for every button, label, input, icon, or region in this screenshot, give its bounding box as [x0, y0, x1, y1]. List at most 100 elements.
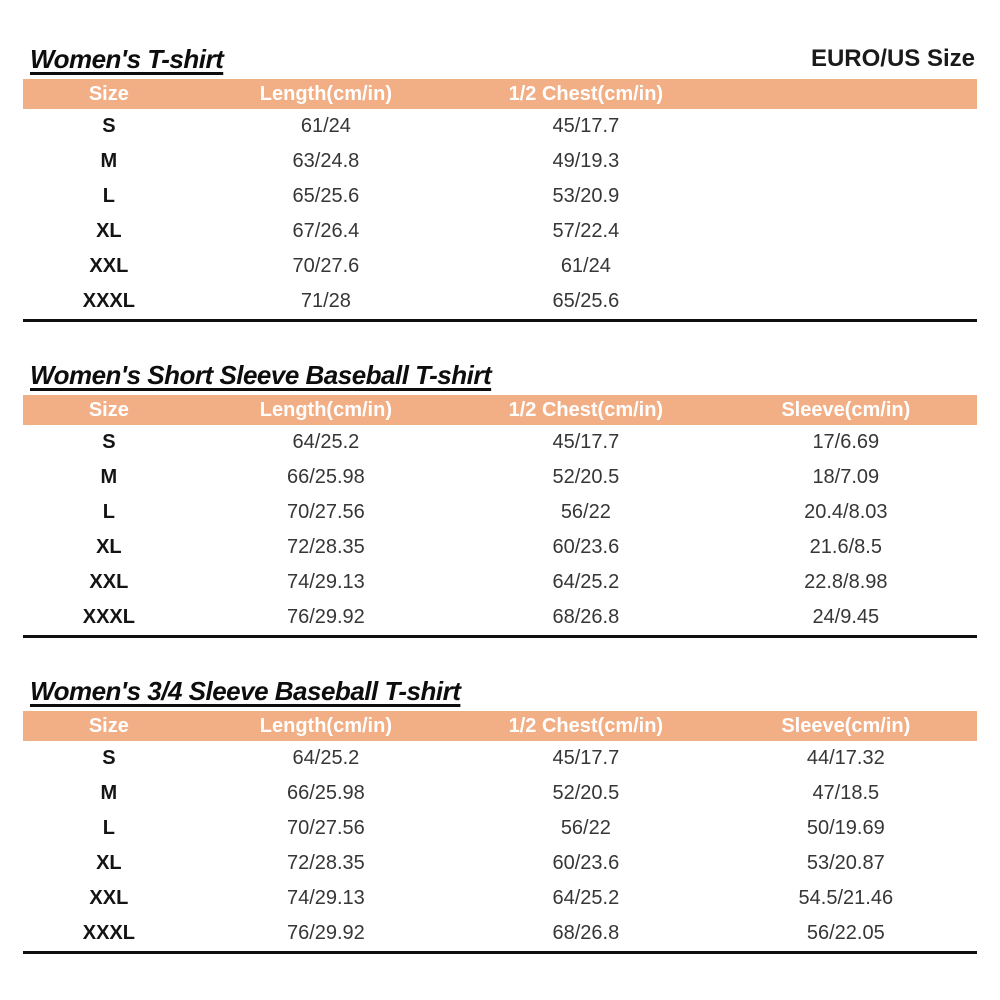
measurement-cell: 17/6.69 [812, 431, 880, 453]
title-row: Women's Short Sleeve Baseball T-shirt [30, 360, 977, 390]
measurement-cell: 65/25.6 [552, 290, 620, 312]
measurement-cell: 45/17.7 [552, 431, 620, 453]
measurement-cell: 72/28.35 [286, 536, 365, 558]
measurement-cell: 45/17.7 [552, 747, 620, 769]
measurement-cell: 64/25.2 [292, 747, 360, 769]
size-cell: L [102, 185, 115, 207]
measurement-cell: 60/23.6 [552, 852, 620, 874]
measurement-cell: 47/18.5 [812, 782, 880, 804]
table-row: XXXL 76/29.92 68/26.8 24/9.45 [23, 600, 977, 635]
measurement-cell: 52/20.5 [552, 782, 620, 804]
measurement-cell: 66/25.98 [286, 466, 365, 488]
size-table: Size Length(cm/in) 1/2 Chest(cm/in) Sleeve(… [23, 395, 977, 638]
measurement-cell: 52/20.5 [552, 466, 620, 488]
measurement-cell [715, 109, 977, 144]
size-standard-label: EURO/US Size [810, 45, 975, 72]
size-cell: S [102, 747, 116, 769]
table-title: Women's T-shirt [30, 44, 224, 74]
measurement-cell: 72/28.35 [286, 852, 365, 874]
measurement-cell: 66/25.98 [286, 782, 365, 804]
measurement-cell: 56/22 [560, 501, 611, 523]
measurement-cell: 45/17.7 [552, 115, 620, 137]
column-header: Length(cm/in) [259, 398, 392, 421]
size-cell: M [100, 782, 118, 804]
table-row: L 70/27.56 56/22 50/19.69 [23, 811, 977, 846]
section-womens-short-sleeve-baseball-tshirt: Women's Short Sleeve Baseball T-shirt Si… [23, 360, 977, 638]
size-cell: S [102, 115, 116, 137]
column-header: 1/2 Chest(cm/in) [508, 398, 664, 421]
measurement-cell [715, 179, 977, 214]
section-womens-three-quarter-sleeve-baseball-tshirt: Women's 3/4 Sleeve Baseball T-shirt Size… [23, 676, 977, 954]
measurement-cell: 74/29.13 [286, 571, 365, 593]
column-header: Size [88, 714, 129, 737]
size-cell: L [102, 817, 115, 839]
table-row: XXL 70/27.6 61/24 [23, 249, 977, 284]
column-header [715, 79, 977, 109]
size-cell: XXL [89, 255, 129, 277]
measurement-cell: 60/23.6 [552, 536, 620, 558]
column-header: Sleeve(cm/in) [781, 398, 911, 421]
table-header-row: Size Length(cm/in) 1/2 Chest(cm/in) Sleeve(… [23, 395, 977, 425]
measurement-cell: 56/22.05 [806, 922, 885, 944]
table-row: S 61/24 45/17.7 [23, 109, 977, 144]
column-header: Size [88, 82, 129, 105]
table-row: XL 72/28.35 60/23.6 53/20.87 [23, 846, 977, 881]
size-cell: XXXL [82, 290, 135, 312]
measurement-cell: 74/29.13 [286, 887, 365, 909]
measurement-cell: 49/19.3 [552, 150, 620, 172]
column-header: 1/2 Chest(cm/in) [508, 82, 664, 105]
measurement-cell: 57/22.4 [552, 220, 620, 242]
table-title: Women's 3/4 Sleeve Baseball T-shirt [30, 676, 461, 706]
measurement-cell [715, 144, 977, 179]
measurement-cell: 70/27.56 [286, 817, 365, 839]
size-cell: M [100, 466, 118, 488]
measurement-cell: 50/19.69 [806, 817, 885, 839]
measurement-cell: 70/27.56 [286, 501, 365, 523]
column-header: 1/2 Chest(cm/in) [508, 714, 664, 737]
table-row: S 64/25.2 45/17.7 17/6.69 [23, 425, 977, 460]
size-cell: M [100, 150, 118, 172]
title-row: Women's 3/4 Sleeve Baseball T-shirt [30, 676, 977, 706]
table-row: M 66/25.98 52/20.5 18/7.09 [23, 460, 977, 495]
table-header-row: Size Length(cm/in) 1/2 Chest(cm/in) Sleeve(… [23, 711, 977, 741]
size-cell: XXXL [82, 922, 135, 944]
table-title: Women's Short Sleeve Baseball T-shirt [30, 360, 492, 390]
measurement-cell: 76/29.92 [286, 606, 365, 628]
title-row: Women's T-shirt EURO/US Size [30, 44, 977, 74]
measurement-cell: 20.4/8.03 [804, 501, 888, 523]
size-cell: XXL [89, 571, 129, 593]
measurement-cell: 64/25.2 [552, 887, 620, 909]
table-row: S 64/25.2 45/17.7 44/17.32 [23, 741, 977, 776]
measurement-cell [715, 214, 977, 249]
measurement-cell [715, 249, 977, 284]
measurement-cell: 67/26.4 [292, 220, 360, 242]
measurement-cell: 68/26.8 [552, 606, 620, 628]
measurement-cell: 53/20.9 [552, 185, 620, 207]
measurement-cell [715, 284, 977, 319]
section-womens-tshirt: Women's T-shirt EURO/US Size Size Length(… [23, 44, 977, 322]
measurement-cell: 53/20.87 [806, 852, 885, 874]
measurement-cell: 44/17.32 [806, 747, 885, 769]
table-row: M 66/25.98 52/20.5 47/18.5 [23, 776, 977, 811]
measurement-cell: 18/7.09 [812, 466, 880, 488]
measurement-cell: 68/26.8 [552, 922, 620, 944]
size-table: Size Length(cm/in) 1/2 Chest(cm/in) Sleeve(… [23, 711, 977, 954]
table-row: XXL 74/29.13 64/25.2 54.5/21.46 [23, 881, 977, 916]
column-header: Sleeve(cm/in) [781, 714, 911, 737]
size-cell: XL [96, 852, 122, 874]
table-row: L 65/25.6 53/20.9 [23, 179, 977, 214]
measurement-cell: 24/9.45 [812, 606, 880, 628]
size-cell: S [102, 431, 116, 453]
table-row: XXXL 76/29.92 68/26.8 56/22.05 [23, 916, 977, 951]
measurement-cell: 70/27.6 [292, 255, 360, 277]
column-header: Length(cm/in) [259, 82, 392, 105]
measurement-cell: 54.5/21.46 [798, 887, 894, 909]
table-row: L 70/27.56 56/22 20.4/8.03 [23, 495, 977, 530]
size-table: Size Length(cm/in) 1/2 Chest(cm/in) S 61/24 4… [23, 79, 977, 322]
measurement-cell: 22.8/8.98 [804, 571, 888, 593]
table-row: XL 72/28.35 60/23.6 21.6/8.5 [23, 530, 977, 565]
measurement-cell: 65/25.6 [292, 185, 360, 207]
measurement-cell: 61/24 [300, 115, 351, 137]
column-header: Size [88, 398, 129, 421]
